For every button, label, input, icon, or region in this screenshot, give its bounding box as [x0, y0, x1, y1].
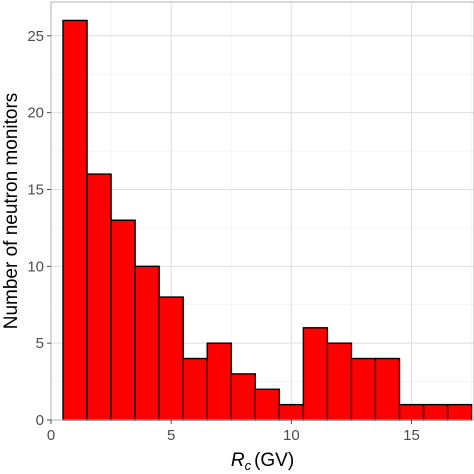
axis-ticks: [47, 35, 413, 424]
plot-panel-border: [50, 1, 474, 421]
histogram-bar: [398, 403, 425, 421]
histogram-bar: [182, 357, 208, 421]
x-tick-label: 5: [167, 427, 175, 444]
histogram-bar: [206, 342, 232, 421]
histogram-bar: [62, 19, 88, 421]
histogram-bar: [86, 173, 112, 421]
tick-labels: 0 5 10 15 0 5 10 15 20 25: [27, 28, 420, 444]
histogram-bar: [326, 342, 353, 421]
y-tick-label: 10: [27, 258, 44, 275]
histogram-bar: [446, 403, 473, 421]
x-tick-label: 0: [47, 427, 55, 444]
bars: [62, 19, 473, 421]
x-axis-symbol: R: [231, 450, 245, 471]
x-tick-label: 15: [403, 427, 420, 444]
histogram-bar: [278, 403, 305, 421]
x-axis-unit: (GV): [254, 450, 294, 471]
y-tick-label: 25: [27, 28, 44, 45]
histogram-bar: [254, 388, 281, 421]
histogram-bar: [158, 296, 184, 421]
y-tick-label: 5: [36, 335, 44, 352]
y-tick-label: 20: [27, 105, 44, 122]
histogram-bar: [110, 219, 136, 421]
x-tick-label: 10: [283, 427, 300, 444]
histogram-bar: [134, 265, 160, 421]
histogram-bar: [350, 357, 377, 421]
x-axis-title: Rc (GV): [231, 450, 294, 473]
y-tick-label: 15: [27, 181, 44, 198]
histogram-bar: [302, 327, 329, 421]
x-axis-subscript: c: [245, 458, 252, 473]
histogram-bar: [422, 403, 449, 421]
y-tick-label: 0: [36, 412, 44, 429]
histogram-bar: [230, 373, 256, 421]
y-axis-title: Number of neutron monitors: [1, 93, 22, 330]
histogram-bar: [374, 357, 401, 421]
